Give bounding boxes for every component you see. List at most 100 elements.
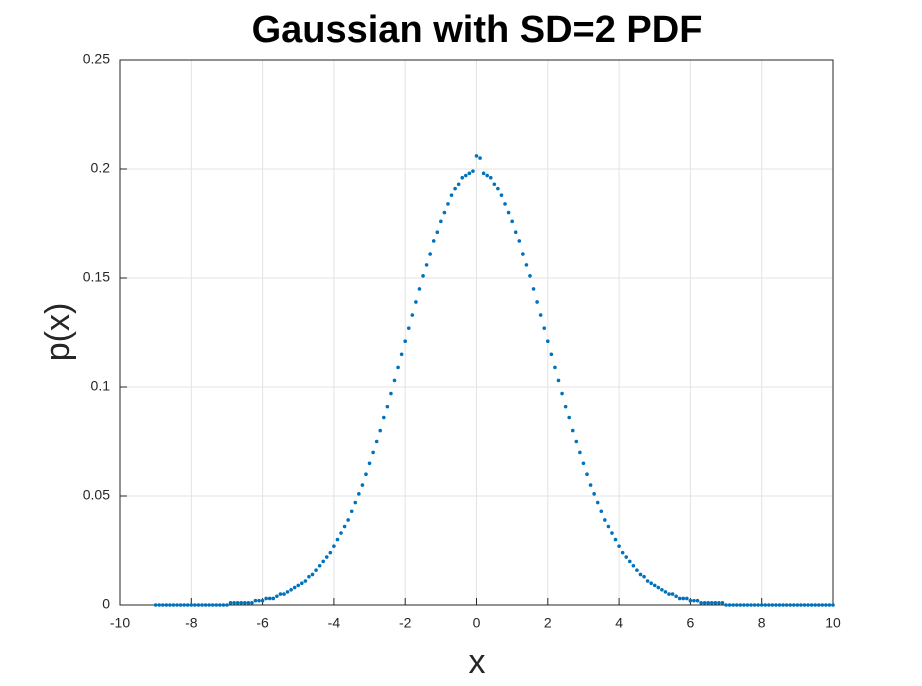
axes-box bbox=[119, 59, 834, 606]
point bbox=[406, 326, 411, 330]
point bbox=[624, 555, 629, 559]
point bbox=[553, 365, 557, 370]
point bbox=[189, 603, 194, 607]
point bbox=[214, 603, 219, 607]
point bbox=[289, 587, 293, 592]
point bbox=[228, 601, 233, 605]
point bbox=[663, 590, 668, 594]
point bbox=[709, 601, 714, 605]
point bbox=[271, 596, 276, 601]
point bbox=[456, 182, 461, 187]
point bbox=[749, 603, 753, 607]
point bbox=[250, 601, 254, 605]
point bbox=[488, 175, 493, 180]
point bbox=[531, 287, 536, 291]
point bbox=[471, 169, 475, 173]
point bbox=[278, 592, 283, 596]
point bbox=[239, 601, 244, 605]
y-tick-label: 0.2 bbox=[91, 160, 111, 176]
point bbox=[371, 450, 375, 455]
point bbox=[185, 603, 190, 607]
point bbox=[242, 601, 247, 605]
y-tick-label: 0.05 bbox=[83, 487, 110, 503]
point bbox=[332, 544, 336, 548]
point bbox=[635, 568, 639, 572]
point bbox=[745, 603, 750, 607]
point bbox=[300, 581, 304, 585]
point bbox=[296, 583, 301, 588]
point bbox=[720, 601, 725, 605]
point bbox=[310, 572, 315, 577]
point bbox=[795, 603, 800, 607]
x-tick-label: -6 bbox=[256, 615, 269, 631]
point bbox=[581, 461, 586, 466]
point bbox=[399, 352, 404, 357]
point bbox=[713, 601, 718, 605]
y-tick-label: 0.15 bbox=[83, 269, 110, 285]
point bbox=[610, 531, 614, 535]
point bbox=[292, 585, 297, 590]
point bbox=[774, 603, 778, 607]
point bbox=[382, 415, 386, 420]
point bbox=[218, 603, 222, 607]
point bbox=[827, 603, 832, 607]
x-tick-label: -10 bbox=[110, 615, 130, 631]
point bbox=[613, 537, 618, 542]
point bbox=[378, 428, 383, 433]
point bbox=[606, 524, 611, 529]
point bbox=[182, 603, 186, 607]
x-tick-label: 2 bbox=[544, 615, 552, 631]
point bbox=[396, 365, 400, 370]
point bbox=[267, 596, 272, 601]
point bbox=[788, 603, 793, 607]
point bbox=[781, 603, 785, 607]
x-tick-label: 4 bbox=[615, 615, 623, 631]
point bbox=[246, 601, 251, 605]
point bbox=[403, 339, 408, 344]
y-tick-label: 0 bbox=[102, 596, 110, 612]
point bbox=[685, 596, 689, 601]
point bbox=[321, 559, 326, 564]
point bbox=[731, 603, 735, 607]
x-tick-label: 0 bbox=[473, 615, 481, 631]
point bbox=[767, 603, 771, 607]
point bbox=[570, 428, 575, 433]
point bbox=[695, 598, 700, 603]
point bbox=[168, 603, 172, 607]
point bbox=[756, 603, 760, 607]
point bbox=[574, 439, 579, 444]
point bbox=[474, 154, 479, 158]
point bbox=[824, 603, 828, 607]
point bbox=[464, 173, 468, 178]
point bbox=[549, 352, 554, 357]
point bbox=[435, 230, 440, 235]
point bbox=[492, 182, 497, 187]
point bbox=[681, 596, 686, 601]
point bbox=[264, 596, 268, 601]
point bbox=[791, 603, 796, 607]
point bbox=[631, 563, 636, 568]
point bbox=[335, 537, 340, 542]
point bbox=[439, 219, 443, 224]
point bbox=[449, 193, 454, 197]
point bbox=[210, 603, 215, 607]
point bbox=[734, 603, 739, 607]
point bbox=[503, 202, 507, 206]
point bbox=[442, 210, 447, 215]
point bbox=[738, 603, 743, 607]
chart-title: Gaussian with SD=2 PDF bbox=[252, 9, 703, 51]
point bbox=[513, 230, 518, 235]
point bbox=[421, 274, 425, 278]
point bbox=[467, 171, 472, 176]
point bbox=[275, 594, 279, 599]
point bbox=[414, 300, 418, 304]
point bbox=[417, 287, 422, 291]
point bbox=[481, 171, 486, 176]
point bbox=[809, 603, 814, 607]
point bbox=[478, 156, 482, 160]
point bbox=[820, 603, 825, 607]
point bbox=[599, 509, 604, 514]
point bbox=[317, 563, 322, 568]
point bbox=[446, 202, 450, 206]
